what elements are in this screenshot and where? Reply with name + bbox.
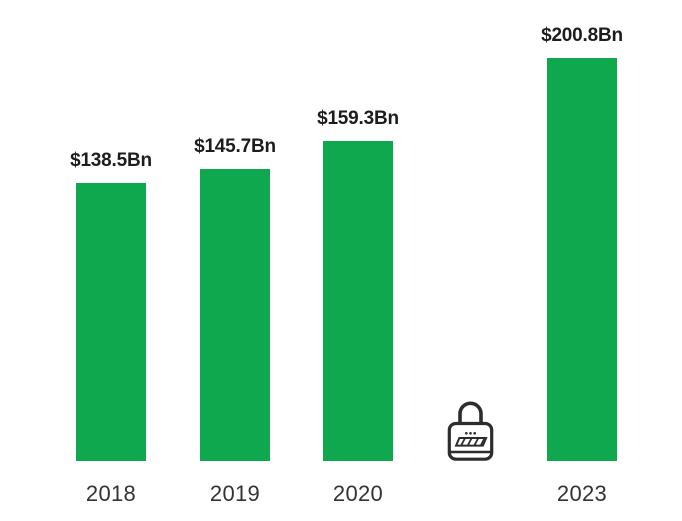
value-label-2019: $145.7Bn <box>194 135 276 157</box>
bar-column-2023: $200.8Bn 2023 <box>520 25 644 506</box>
bar-2019 <box>200 168 270 461</box>
axis-label-2019: 2019 <box>209 481 261 506</box>
axis-label-2023: 2023 <box>556 481 608 506</box>
value-label-2020: $159.3Bn <box>317 108 399 130</box>
bar-column-2020: $159.3Bn 2020 <box>296 108 420 506</box>
value-label-2018: $138.5Bn <box>70 150 152 171</box>
axis-label-2020: 2020 <box>332 481 384 506</box>
bar-column-2019: $145.7Bn 2019 <box>173 135 297 506</box>
locked-column <box>408 397 532 461</box>
axis-label-2018: 2018 <box>85 481 137 506</box>
padlock-icon <box>447 401 493 461</box>
bar-2018 <box>76 183 146 461</box>
bar-2020 <box>323 141 393 461</box>
value-label-2023: $200.8Bn <box>541 25 623 46</box>
bar-column-2018: $138.5Bn 2018 <box>49 150 173 506</box>
bar-2023 <box>547 58 617 461</box>
